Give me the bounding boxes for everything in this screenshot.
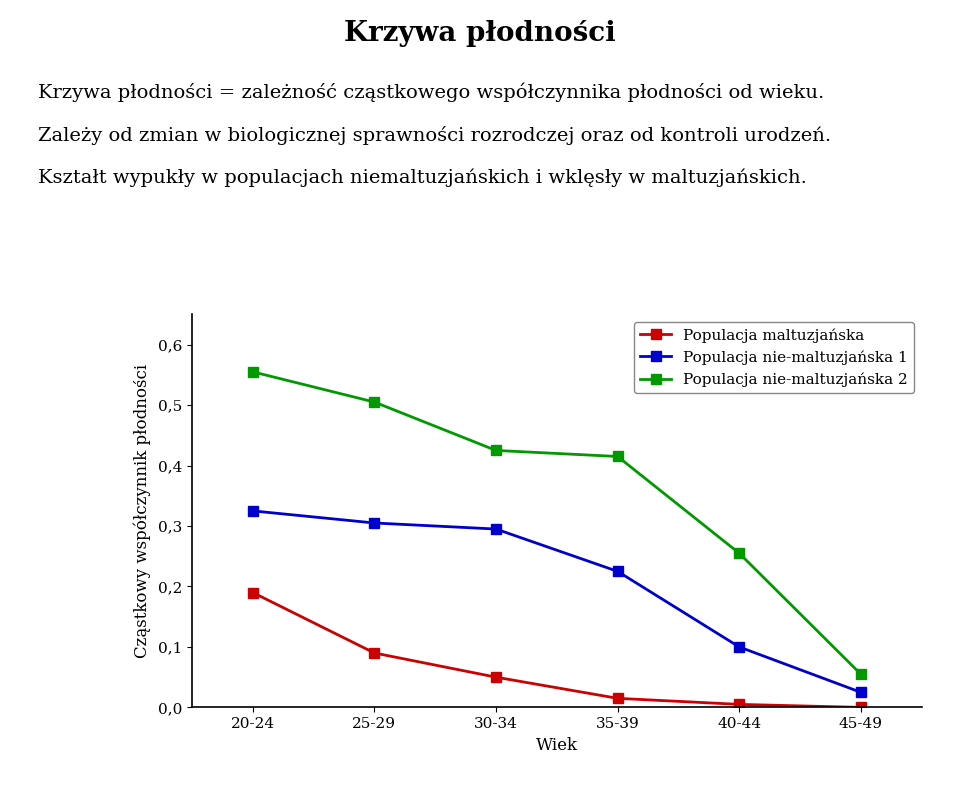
Populacja nie-maltuzjańska 2 (612, 452, 623, 461)
Populacja nie-maltuzjańska 1 (612, 567, 623, 576)
Text: Krzywa płodności = zależność cząstkowego współczynnika płodności od wieku.: Krzywa płodności = zależność cząstkowego… (38, 83, 825, 102)
Populacja nie-maltuzjańska 2 (855, 670, 867, 679)
X-axis label: Wiek: Wiek (536, 736, 578, 754)
Populacja nie-maltuzjańska 2 (733, 549, 745, 558)
Populacja nie-maltuzjańska 1 (369, 518, 380, 527)
Populacja maltuzjańska (491, 673, 502, 682)
Populacja nie-maltuzjańska 1 (855, 688, 867, 697)
Populacja maltuzjańska (733, 700, 745, 709)
Populacja nie-maltuzjańska 2 (247, 367, 258, 376)
Populacja maltuzjańska (247, 588, 258, 597)
Legend: Populacja maltuzjańska, Populacja nie-maltuzjańska 1, Populacja nie-maltuzjańska: Populacja maltuzjańska, Populacja nie-ma… (635, 322, 914, 393)
Line: Populacja nie-maltuzjańska 2: Populacja nie-maltuzjańska 2 (248, 367, 866, 679)
Populacja nie-maltuzjańska 2 (491, 446, 502, 455)
Text: Zależy od zmian w biologicznej sprawności rozrodczej oraz od kontroli urodzeń.: Zależy od zmian w biologicznej sprawnośc… (38, 126, 831, 145)
Populacja nie-maltuzjańska 1 (491, 524, 502, 534)
Populacja nie-maltuzjańska 1 (733, 642, 745, 652)
Populacja nie-maltuzjańska 1 (247, 506, 258, 516)
Line: Populacja nie-maltuzjańska 1: Populacja nie-maltuzjańska 1 (248, 506, 866, 697)
Y-axis label: Cząstkowy współczynnik płodności: Cząstkowy współczynnik płodności (133, 364, 151, 658)
Text: Krzywa płodności: Krzywa płodności (344, 20, 616, 46)
Line: Populacja maltuzjańska: Populacja maltuzjańska (248, 588, 866, 712)
Populacja maltuzjańska (855, 703, 867, 712)
Text: Kształt wypukły w populacjach niemaltuzjańskich i wklęsły w maltuzjańskich.: Kształt wypukły w populacjach niemaltuzj… (38, 169, 807, 188)
Populacja maltuzjańska (612, 693, 623, 703)
Populacja nie-maltuzjańska 2 (369, 398, 380, 407)
Populacja maltuzjańska (369, 648, 380, 658)
